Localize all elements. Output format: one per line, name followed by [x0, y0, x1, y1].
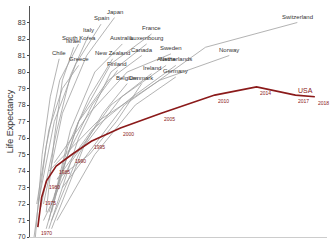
- svg-text:73: 73: [18, 184, 26, 191]
- svg-text:1975: 1975: [45, 200, 56, 206]
- svg-text:Sweden: Sweden: [160, 45, 182, 51]
- svg-text:Italy: Italy: [83, 27, 94, 33]
- svg-text:78: 78: [18, 101, 26, 108]
- svg-text:Switzerland: Switzerland: [282, 14, 313, 20]
- svg-text:2018: 2018: [318, 100, 329, 106]
- svg-text:77: 77: [18, 118, 26, 125]
- svg-text:Denmark: Denmark: [129, 75, 154, 81]
- svg-text:USA: USA: [298, 87, 313, 94]
- svg-text:Austria: Austria: [157, 56, 176, 62]
- svg-text:Canada: Canada: [131, 47, 153, 53]
- svg-text:1990: 1990: [75, 158, 86, 164]
- svg-text:Ireland: Ireland: [143, 65, 161, 71]
- svg-text:Australia: Australia: [110, 35, 134, 41]
- svg-text:2017: 2017: [298, 98, 309, 104]
- svg-text:80: 80: [18, 68, 26, 75]
- svg-text:82: 82: [18, 35, 26, 42]
- svg-text:2005: 2005: [164, 116, 175, 122]
- svg-text:Netherlands: Netherlands: [160, 56, 192, 62]
- svg-text:74: 74: [18, 167, 26, 174]
- svg-text:2010: 2010: [218, 98, 229, 104]
- svg-text:Greece: Greece: [69, 56, 89, 62]
- svg-text:76: 76: [18, 134, 26, 141]
- svg-text:2000: 2000: [123, 131, 134, 137]
- svg-text:81: 81: [18, 52, 26, 59]
- svg-text:France: France: [142, 25, 161, 31]
- svg-text:70: 70: [18, 233, 26, 240]
- svg-text:83: 83: [18, 19, 26, 26]
- svg-text:Japan: Japan: [107, 9, 123, 15]
- svg-text:Finland: Finland: [107, 61, 127, 67]
- svg-text:71: 71: [18, 217, 26, 224]
- svg-text:Chile: Chile: [52, 50, 66, 56]
- svg-text:Life Expectancy: Life Expectancy: [5, 89, 15, 153]
- svg-text:Spain: Spain: [94, 15, 109, 21]
- svg-text:Luxembourg: Luxembourg: [130, 35, 163, 41]
- svg-text:1970: 1970: [41, 230, 52, 236]
- svg-text:New Zealand: New Zealand: [95, 50, 130, 56]
- svg-text:2014: 2014: [260, 90, 271, 96]
- svg-text:75: 75: [18, 151, 26, 158]
- svg-text:1995: 1995: [94, 144, 105, 150]
- svg-text:1985: 1985: [59, 169, 70, 175]
- svg-text:1980: 1980: [49, 184, 60, 190]
- svg-text:72: 72: [18, 200, 26, 207]
- svg-text:79: 79: [18, 85, 26, 92]
- svg-text:Germany: Germany: [163, 68, 188, 74]
- svg-text:South Korea: South Korea: [62, 35, 96, 41]
- svg-text:Belgium: Belgium: [116, 75, 138, 81]
- svg-text:Israel: Israel: [66, 38, 81, 44]
- svg-text:Norway: Norway: [219, 47, 239, 53]
